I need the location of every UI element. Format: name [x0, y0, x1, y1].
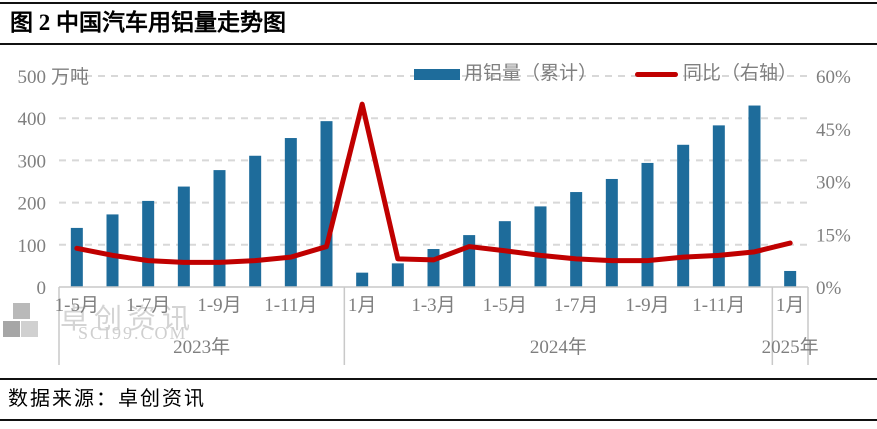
data-source: 数据来源：卓创资讯 — [8, 388, 206, 410]
bar — [249, 155, 262, 287]
bar — [570, 192, 583, 287]
left-axis-tick-label: 0 — [37, 278, 47, 299]
month-label: 1-3月 — [411, 295, 455, 316]
bar — [748, 105, 761, 287]
line-legend-label: 同比（右轴） — [683, 63, 798, 84]
month-label: 1-9月 — [625, 295, 669, 316]
sci99-logo-icon — [21, 321, 38, 337]
month-label: 1-5月 — [483, 295, 527, 316]
sci99-logo-icon — [13, 303, 30, 319]
month-label: 1-7月 — [554, 295, 598, 316]
left-axis-unit-label: 万吨 — [51, 66, 89, 88]
watermark-site: SCI99.COM — [78, 323, 188, 343]
year-label: 2025年 — [762, 336, 819, 358]
trend-line — [74, 101, 793, 265]
bar — [712, 125, 725, 288]
bar-legend-label: 用铝量（累计） — [464, 63, 598, 84]
bar — [534, 206, 547, 287]
month-label: 1-7月 — [126, 295, 170, 316]
bar — [284, 138, 297, 287]
left-axis-tick-label: 300 — [18, 151, 47, 172]
chart-legend: 用铝量（累计） 同比（右轴） — [414, 63, 797, 85]
month-label: 1月 — [348, 295, 377, 316]
bar — [213, 170, 226, 287]
left-axis-tick-label: 100 — [18, 236, 47, 257]
year-label: 2023年 — [173, 336, 230, 358]
year-label: 2024年 — [530, 336, 587, 358]
figure-footer: 数据来源：卓创资讯 — [0, 378, 877, 421]
bar — [784, 270, 797, 287]
sci99-logo-icon — [3, 321, 20, 337]
right-axis-tick-label: 15% — [816, 225, 851, 246]
figure-title: 图 2 中国汽车用铝量走势图 — [10, 10, 286, 35]
month-label: 1-11月 — [692, 295, 745, 316]
bar — [427, 249, 440, 287]
bar — [677, 144, 690, 287]
line-legend-swatch-icon — [635, 71, 679, 77]
bar — [391, 263, 404, 287]
left-axis-tick-label: 200 — [18, 194, 47, 215]
bar — [463, 235, 476, 287]
bar — [177, 186, 190, 287]
bar — [356, 272, 369, 287]
right-axis-tick-label: 30% — [816, 173, 851, 194]
right-axis-tick-label: 60% — [816, 67, 851, 88]
bar — [605, 178, 618, 287]
left-axis-tick-label: 500 — [18, 67, 47, 88]
bar — [641, 162, 654, 287]
watermark-name: 卓创资讯 — [60, 304, 197, 335]
bar — [142, 200, 155, 287]
left-axis-tick-label: 400 — [18, 109, 47, 130]
bar — [70, 227, 83, 287]
bar — [320, 121, 333, 288]
bar — [498, 221, 511, 287]
month-label: 1月 — [776, 295, 805, 316]
bar-legend-swatch-icon — [414, 68, 460, 80]
right-axis-tick-label: 45% — [816, 120, 851, 141]
month-label: 1-11月 — [264, 295, 317, 316]
month-label: 1-9月 — [197, 295, 241, 316]
figure-header: 图 2 中国汽车用铝量走势图 — [0, 2, 877, 45]
bar — [106, 214, 119, 287]
month-label: 1-5月 — [55, 295, 99, 316]
right-axis-tick-label: 0% — [816, 278, 842, 299]
